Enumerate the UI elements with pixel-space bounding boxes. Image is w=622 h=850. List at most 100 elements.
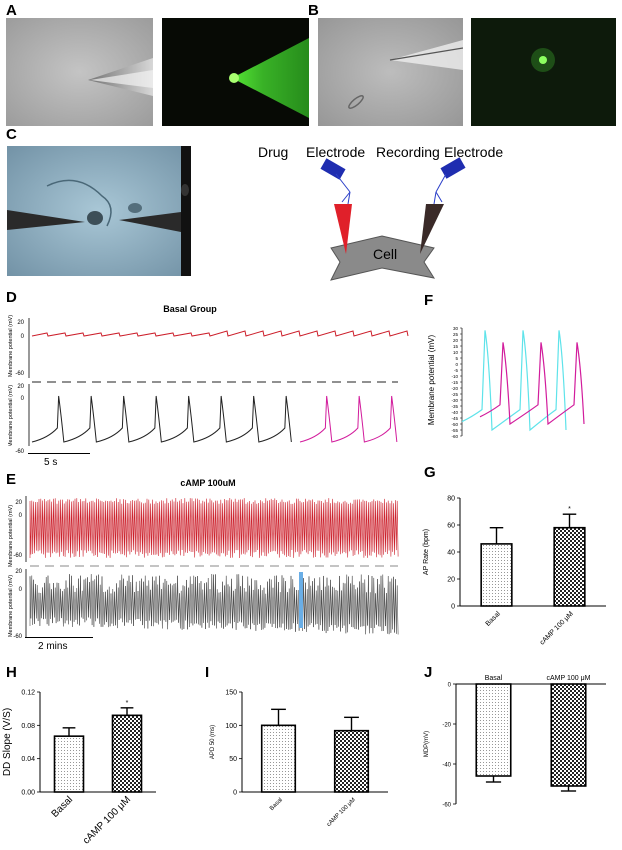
d-bottom-tick-20: 20 — [17, 384, 24, 390]
significance-mark: * — [126, 700, 129, 707]
y-tick-label: 0.12 — [21, 690, 35, 697]
y-tick-label: 20 — [447, 577, 455, 584]
chart-j-mdp: 0 -20 -40 -60 MDP(mV) Basal cAMP 100 μM — [424, 675, 606, 809]
category-label: Basal — [269, 797, 284, 812]
category-label: cAMP 100 μM — [539, 610, 575, 646]
f-ylabel: Membrane potential (mV) — [427, 335, 436, 426]
f-ytick: 5 — [455, 356, 458, 361]
y-axis-label: AP Rate (bpm) — [423, 529, 430, 575]
bar — [550, 683, 587, 787]
e-top-tick-60: -60 — [13, 553, 22, 559]
scale-bar-5s — [28, 453, 90, 454]
panel-label-b: B — [308, 2, 319, 19]
recording-electrode — [420, 204, 444, 254]
y-tick-label: 80 — [447, 496, 455, 503]
y-axis-label: DD Slope (V/S) — [2, 708, 13, 776]
y-tick-label: 0 — [448, 683, 452, 689]
camp-black-trace — [29, 573, 399, 635]
f-cyan-trace — [461, 330, 567, 432]
f-ytick: -35 — [451, 404, 458, 409]
f-ytick: 25 — [453, 332, 459, 337]
bar — [480, 543, 513, 607]
camp-trace-panel: cAMP 100uM Membrane potential (mV) Membr… — [8, 478, 399, 640]
category-label: Basal — [50, 794, 75, 819]
y-tick-label: 0.04 — [21, 756, 35, 763]
panel-label-e: E — [6, 471, 17, 488]
d-top-tick-20: 20 — [17, 320, 24, 326]
category-label: Basal — [485, 610, 503, 628]
significance-mark: * — [568, 506, 571, 513]
brightfield-photo-a — [6, 18, 153, 126]
bar — [111, 714, 143, 793]
f-ytick: -5 — [454, 368, 458, 373]
drug-electrode-label: Electrode — [306, 144, 366, 160]
y-tick-label: -20 — [442, 723, 451, 729]
f-ytick: 30 — [453, 326, 459, 331]
recording-label: Recording — [376, 144, 440, 160]
cell-label: Cell — [373, 246, 398, 262]
category-label: Basal — [485, 675, 503, 682]
bar — [53, 735, 85, 793]
f-ytick: -50 — [451, 422, 458, 427]
e-bottom-tick-20: 20 — [15, 569, 22, 575]
drug-label: Drug — [258, 144, 289, 160]
d-bottom-tick-0: 0 — [21, 396, 25, 402]
category-label: cAMP 100 μM — [81, 794, 133, 846]
f-ytick: -25 — [451, 392, 458, 397]
d-tick-neg60: -60 — [15, 449, 24, 455]
y-tick-label: 0 — [233, 790, 237, 797]
y-tick-label: 60 — [447, 523, 455, 530]
d-top-ylabel: Membrane potential (mV) — [8, 315, 14, 377]
e-top-ylabel: Membrane potential (mV) — [8, 505, 14, 567]
panel-label-g: G — [424, 464, 436, 481]
f-ytick: 20 — [453, 338, 459, 343]
e-top-tick-20: 20 — [15, 500, 22, 506]
e-bottom-ylabel: Membrane potential (mV) — [8, 575, 14, 637]
category-label: cAMP 100 μM — [326, 797, 357, 828]
f-ytick: -20 — [451, 386, 458, 391]
chart-i-apd50: 0 50 100 150 APD 50 (ms) Basal cAMP 100 μM — [210, 690, 388, 828]
panel-label-c: C — [6, 126, 17, 143]
basal-black-trace — [31, 395, 292, 443]
electrode-diagram: Drug Electrode Recording Electrode Cell — [230, 140, 510, 290]
f-ytick: 15 — [453, 344, 459, 349]
f-ytick: -30 — [451, 398, 458, 403]
f-ytick: 0 — [455, 362, 458, 367]
panel-label-a: A — [6, 2, 17, 19]
d-top-tick-0: 0 — [21, 334, 25, 340]
chart-h-dd-slope: 0.00 0.04 0.08 0.12 DD Slope (V/S) Basal * cAMP… — [2, 690, 156, 847]
camp-red-trace — [29, 497, 399, 558]
bar — [260, 724, 297, 793]
panel-label-h: H — [6, 664, 17, 681]
f-ytick: -40 — [451, 410, 458, 415]
f-ytick: -60 — [451, 434, 458, 439]
y-tick-label: 40 — [447, 550, 455, 557]
cell-micrograph-c — [7, 146, 191, 276]
camp-highlight-band — [299, 572, 303, 628]
panel-label-j: J — [424, 664, 433, 681]
e-bottom-tick-0: 0 — [19, 587, 23, 593]
y-tick-label: 100 — [225, 723, 237, 730]
category-label: cAMP 100 μM — [547, 675, 591, 682]
e-bottom-tick-60: -60 — [13, 634, 22, 640]
f-ytick: 10 — [453, 350, 459, 355]
y-tick-label: 150 — [225, 690, 237, 697]
basal-trace-panel: Basal Group Membrane potential (mV) Memb… — [8, 304, 409, 446]
bar — [475, 683, 512, 777]
f-ytick: -10 — [451, 374, 458, 379]
d-bottom-ylabel: Membrane potential (mV) — [8, 385, 14, 446]
basal-magenta-trace — [299, 395, 398, 443]
fluorescence-photo-b — [471, 18, 616, 126]
scale-bar-2min — [25, 637, 93, 638]
d-top-tick-60: -60 — [15, 371, 24, 377]
panel-label-i: I — [205, 664, 210, 681]
y-tick-label: 50 — [229, 756, 237, 763]
y-axis-label: MDP(mV) — [424, 731, 430, 757]
chart-g-ap-rate: 0 20 40 60 80 AP Rate (bpm) Basal * cAMP 100 μM — [423, 496, 606, 647]
f-ytick: -15 — [451, 380, 458, 385]
brightfield-photo-b — [318, 18, 463, 126]
f-ytick: -45 — [451, 416, 458, 421]
y-tick-label: 0.08 — [21, 723, 35, 730]
basal-title: Basal Group — [163, 304, 217, 314]
camp-title: cAMP 100uM — [180, 478, 235, 488]
